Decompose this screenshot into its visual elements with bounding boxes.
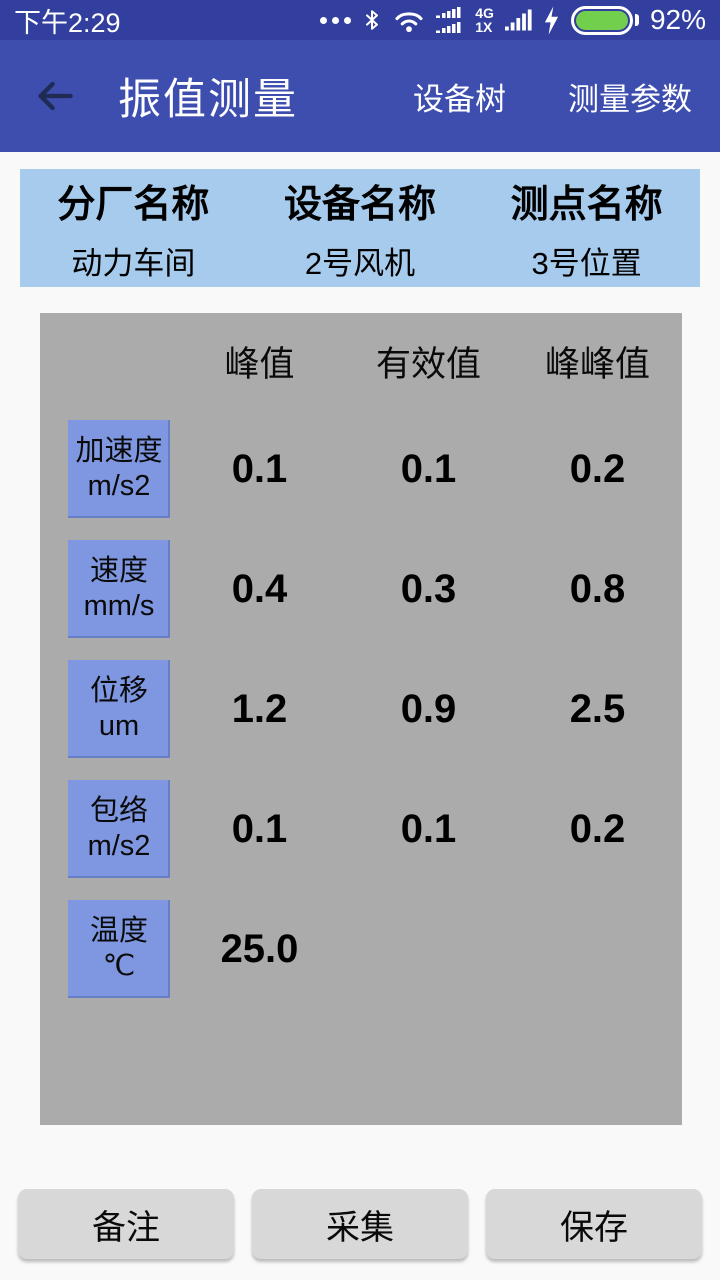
table-row-label-cell: 加速度 m/s2 [40,409,175,529]
row-label-temperature: 温度 ℃ [68,900,170,998]
value-temperature-empty-2 [513,889,682,1009]
info-bar: 分厂名称 动力车间 设备名称 2号风机 测点名称 3号位置 [20,169,700,287]
info-col-factory: 分厂名称 动力车间 [20,169,247,287]
col-header-rms: 有效值 [375,344,481,384]
network-type-bottom: 1X [475,19,493,35]
status-icons: 4G 1X 92% [320,4,706,36]
remarks-button[interactable]: 备注 [18,1189,234,1259]
value-acceleration-rms: 0.1 [400,446,457,491]
table-row-label-cell: 包络 m/s2 [40,769,175,889]
row-label-text: 温度 [89,914,148,947]
factory-name-value: 动力车间 [71,246,196,281]
factory-name-header: 分厂名称 [57,184,210,226]
table-row-label-cell: 速度 mm/s [40,529,175,649]
table-row-label-cell: 温度 ℃ [40,889,175,1009]
notification-dots-icon [320,16,352,24]
row-label-velocity: 速度 mm/s [68,540,170,638]
row-label-text: 加速度 [75,434,163,467]
bottom-button-bar: 备注 采集 保存 [0,1189,720,1259]
page-title: 振值测量 [118,76,298,124]
value-temperature: 25.0 [220,926,299,971]
value-acceleration-peak: 0.1 [231,446,288,491]
col-header-peak: 峰值 [224,344,295,384]
table-corner-cell [40,313,175,409]
value-displacement-rms: 0.9 [400,686,457,731]
wifi-icon [393,8,425,33]
row-unit-text: mm/s [83,590,155,622]
value-envelope-pp: 0.2 [569,806,626,851]
collect-button[interactable]: 采集 [252,1189,468,1259]
info-col-point: 测点名称 3号位置 [473,169,700,287]
value-velocity-rms: 0.3 [400,566,457,611]
value-displacement-peak: 1.2 [231,686,288,731]
value-envelope-peak: 0.1 [231,806,288,851]
battery-nub [634,14,639,26]
status-bar: 下午2:29 [0,0,720,40]
col-header-peak-to-peak: 峰峰值 [544,344,650,384]
row-label-acceleration: 加速度 m/s2 [68,420,170,518]
battery-percent: 92% [649,4,706,35]
value-acceleration-pp: 0.2 [569,446,626,491]
table-row-label-cell: 位移 um [40,649,175,769]
row-label-text: 速度 [89,554,148,587]
device-tree-button[interactable]: 设备树 [413,81,506,117]
battery-icon [570,5,633,35]
back-button[interactable] [34,78,76,114]
charging-bolt-icon [543,5,560,35]
save-button[interactable]: 保存 [486,1189,702,1259]
row-label-text: 包络 [89,794,148,827]
measurement-params-button[interactable]: 测量参数 [568,81,692,117]
value-velocity-pp: 0.8 [569,566,626,611]
measure-point-header: 测点名称 [510,184,663,226]
row-unit-text: m/s2 [87,830,151,862]
network-type-badge: 4G 1X [475,6,494,34]
measurement-table: 峰值 有效值 峰峰值 加速度 m/s2 0.1 0.1 0.2 速度 mm/s … [40,313,682,1125]
app-bar-actions: 设备树 测量参数 [413,74,720,119]
row-unit-text: m/s2 [87,470,151,502]
value-velocity-peak: 0.4 [231,566,288,611]
row-unit-text: ℃ [102,950,136,982]
arrow-left-icon [34,78,76,114]
bluetooth-icon [362,6,382,34]
row-label-envelope: 包络 m/s2 [68,780,170,878]
row-unit-text: um [98,710,140,742]
info-col-device: 设备名称 2号风机 [247,169,474,287]
row-label-displacement: 位移 um [68,660,170,758]
dual-sim-signal-icon [436,5,464,35]
value-envelope-rms: 0.1 [400,806,457,851]
signal-icon [504,9,532,31]
device-name-header: 设备名称 [284,184,437,226]
value-temperature-empty-1 [344,889,513,1009]
status-time: 下午2:29 [14,7,121,38]
device-name-value: 2号风机 [304,246,416,281]
measure-point-value: 3号位置 [531,246,642,281]
row-label-text: 位移 [89,674,148,707]
app-bar: 振值测量 设备树 测量参数 [0,40,720,152]
network-type-top: 4G [475,5,494,21]
value-displacement-pp: 2.5 [569,686,626,731]
